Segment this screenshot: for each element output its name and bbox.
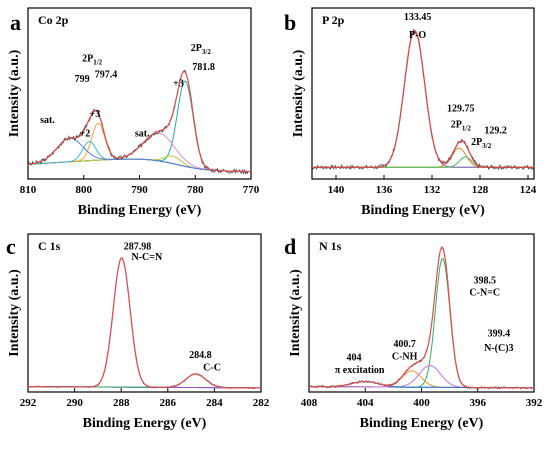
x-tick-label: 400: [413, 397, 430, 409]
x-tick-label: 132: [424, 184, 441, 196]
x-tick-label: 140: [328, 184, 345, 196]
x-tick-label: 780: [187, 184, 204, 196]
peak-annotation: 797.4: [95, 70, 118, 81]
xps-panel-c: 292 290 288 286 284 282 Binding Energy (eV) Int…: [6, 233, 270, 431]
peak-annotation: 781.8: [192, 62, 215, 73]
peak-annotation: sat.: [40, 115, 55, 126]
orbital-label: 2P1/2: [82, 53, 103, 66]
orbital-label: 2P3/2: [191, 43, 212, 56]
x-axis-label: Binding Energy (eV): [361, 203, 485, 218]
peak-annotation: +3: [173, 78, 184, 89]
peak-annotation: 284.8: [189, 350, 212, 361]
y-axis-label: Intensity (a.u.): [288, 269, 303, 357]
fit-peak: [312, 147, 534, 168]
fit-peak: [312, 29, 534, 168]
x-tick-label: 128: [472, 184, 489, 196]
element-label: Co 2p: [38, 13, 69, 27]
peak-annotation: N-C=N: [131, 252, 162, 263]
panel-letter: d: [284, 234, 296, 259]
envelope-line: [309, 246, 534, 389]
x-tick-label: 136: [376, 184, 393, 196]
x-tick-label: 392: [526, 397, 543, 409]
peak-annotation: 133.45: [404, 12, 432, 23]
x-tick-label: 790: [131, 184, 148, 196]
x-tick-label: 286: [160, 397, 177, 409]
panel-letter: c: [6, 234, 16, 259]
plot-frame: [27, 233, 262, 393]
y-axis-label: Intensity (a.u.): [7, 49, 22, 137]
peak-annotation: C-N=C: [469, 288, 500, 299]
panel-letter: b: [284, 10, 296, 35]
envelope-line: [312, 29, 534, 168]
plot-frame: [27, 7, 252, 180]
raw-data-line: [27, 257, 262, 389]
peak-annotation: +3: [90, 109, 101, 120]
y-axis-label: Intensity (a.u.): [7, 269, 22, 357]
peak-annotation: 404: [347, 353, 362, 364]
peak-annotation: 287.98: [124, 241, 152, 252]
peak-annotation: 400.7: [393, 339, 416, 350]
x-tick-label: 408: [301, 397, 318, 409]
x-tick-label: 288: [113, 397, 130, 409]
envelope-line: [27, 70, 251, 173]
peak-annotation: N-(C)3: [484, 343, 513, 354]
peak-annotation: 399.4: [488, 328, 511, 339]
x-axis-label: Binding Energy (eV): [360, 416, 484, 431]
x-tick-label: 290: [66, 397, 83, 409]
fit-peak: [28, 373, 261, 389]
peak-annotation: +2: [80, 128, 91, 139]
peak-annotation: C-C: [203, 362, 221, 373]
element-label: P 2p: [322, 13, 345, 27]
peak-annotation: 129.2: [484, 125, 507, 136]
peak-annotation: 129.75: [447, 103, 475, 114]
peak-annotation: 799: [75, 74, 90, 85]
peak-annotation: π excitation: [335, 365, 385, 376]
xps-panel-a: 810 800 790 780 770 Binding Energy (eV) Intens…: [7, 7, 260, 218]
x-tick-label: 124: [520, 184, 537, 196]
raw-data-line: [27, 69, 252, 176]
x-axis-label: Binding Energy (eV): [78, 203, 202, 218]
x-tick-label: 282: [253, 397, 270, 409]
x-tick-label: 404: [357, 397, 374, 409]
xps-panel-b: 140 136 132 128 124 Binding Energy (eV) Intens…: [284, 7, 537, 218]
envelope-line: [28, 257, 261, 389]
panel-letter: a: [10, 10, 21, 35]
element-label: C 1s: [38, 239, 61, 253]
peak-annotation: C-NH: [392, 351, 418, 362]
orbital-label: 2P1/2: [451, 120, 472, 133]
x-tick-label: 284: [206, 397, 223, 409]
peak-annotation: sat.: [135, 128, 150, 139]
fit-peak: [28, 257, 261, 389]
element-label: N 1s: [319, 239, 342, 253]
peak-annotation: 398.5: [474, 275, 497, 286]
peak-annotation: P-O: [409, 30, 426, 41]
raw-data-line: [311, 28, 535, 171]
x-tick-label: 770: [243, 184, 260, 196]
fit-peak: [312, 156, 534, 168]
x-axis-label: Binding Energy (eV): [83, 416, 207, 431]
fit-peak: [27, 80, 251, 172]
x-tick-label: 396: [470, 397, 487, 409]
plot-frame: [311, 7, 535, 180]
x-tick-label: 292: [20, 397, 37, 409]
orbital-label: 2P3/2: [471, 137, 492, 150]
x-tick-label: 800: [76, 184, 93, 196]
y-axis-label: Intensity (a.u.): [291, 49, 306, 137]
x-tick-label: 810: [20, 184, 37, 196]
xps-panel-d: 408 404 400 396 392 Binding Energy (eV) Intens…: [284, 233, 543, 431]
